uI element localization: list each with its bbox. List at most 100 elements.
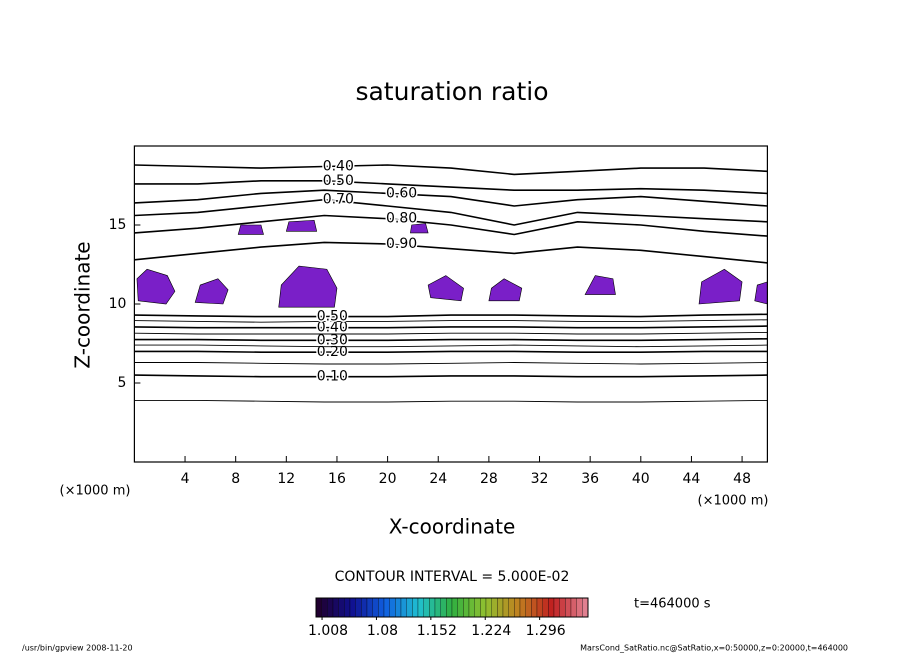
colorbar-cell — [383, 597, 390, 618]
colorbar-cell — [446, 597, 453, 618]
contour-label: 0.70 — [323, 192, 354, 208]
colorbar-cell — [525, 597, 532, 618]
colorbar-cell — [372, 597, 379, 618]
x-tick-label: 44 — [683, 471, 701, 487]
colorbar-cell — [315, 597, 322, 618]
time-label: t=464000 s — [634, 597, 711, 612]
shaded-region — [427, 275, 464, 302]
y-tick-label: 15 — [109, 217, 127, 233]
colorbar-cell — [548, 597, 555, 618]
shaded-region — [488, 278, 523, 302]
colorbar-cell — [389, 597, 396, 618]
colorbar-cell — [457, 597, 464, 618]
colorbar-cell — [531, 597, 538, 618]
colorbar-cell — [576, 597, 583, 618]
contour-line — [134, 164, 768, 176]
y-axis-label: Z-coordinate — [71, 241, 95, 368]
contour-line — [134, 198, 768, 226]
contour-line — [134, 350, 768, 353]
shaded-region — [410, 223, 429, 234]
colorbar-tick-label: 1.152 — [417, 623, 457, 639]
contour-label: 0.50 — [323, 173, 354, 189]
x-tick-label: 28 — [480, 471, 498, 487]
colorbar-cell — [502, 597, 509, 618]
shaded-region — [237, 224, 264, 235]
colorbar-cell — [542, 597, 549, 618]
colorbar-cell — [429, 597, 436, 618]
contour-line — [134, 338, 768, 342]
colorbar-cell — [327, 597, 334, 618]
colorbar-cell — [451, 597, 458, 618]
colorbar-tick-label: 1.296 — [526, 623, 566, 639]
colorbar-cell — [366, 597, 373, 618]
colorbar-cell — [468, 597, 475, 618]
contour-line — [134, 241, 768, 264]
colorbar-cell — [321, 597, 328, 618]
colorbar-cell — [423, 597, 430, 618]
colorbar-cell — [378, 597, 385, 618]
contour-line — [134, 344, 768, 348]
x-tick-label: 48 — [733, 471, 751, 487]
colorbar-cell — [491, 597, 498, 618]
contour-line — [134, 325, 768, 329]
shaded-region — [136, 268, 176, 305]
colorbar-cell — [355, 597, 362, 618]
colorbar-cell — [395, 597, 402, 618]
colorbar-cell — [565, 597, 572, 618]
colorbar-tick-label: 1.224 — [471, 623, 511, 639]
x-tick-label: 36 — [581, 471, 599, 487]
x-tick-label: 12 — [277, 471, 295, 487]
colorbar-cell — [463, 597, 470, 618]
colorbar-cell — [406, 597, 413, 618]
contour-label: 0.40 — [323, 159, 354, 175]
contour-line — [134, 180, 768, 195]
shaded-region — [194, 278, 229, 305]
colorbar-cell — [332, 597, 339, 618]
contour-label: 0.10 — [317, 369, 348, 385]
contour-line — [134, 331, 768, 335]
colorbar-cell — [536, 597, 543, 618]
colorbar-cell — [400, 597, 407, 618]
colorbar-cell — [553, 597, 560, 618]
colorbar-cell — [570, 597, 577, 618]
contour-label: 0.30 — [317, 332, 348, 348]
shaded-region — [285, 219, 318, 232]
colorbar-cell — [474, 597, 481, 618]
colorbar-cell — [480, 597, 487, 618]
colorbar-cell — [514, 597, 521, 618]
contour-interval: CONTOUR INTERVAL = 5.000E-02 — [335, 569, 570, 585]
x-unit-right: (×1000 m) — [698, 494, 769, 509]
x-tick-label: 24 — [429, 471, 447, 487]
colorbar-cell — [338, 597, 345, 618]
x-tick-label: 8 — [231, 471, 240, 487]
shaded-region — [584, 275, 616, 295]
colorbar-cell — [361, 597, 368, 618]
colorbar-cell — [434, 597, 441, 618]
colorbar-cell — [440, 597, 447, 618]
x-axis-label: X-coordinate — [389, 515, 516, 539]
contour-line — [134, 399, 768, 403]
contour-label: 0.40 — [317, 320, 348, 336]
colorbar-frame — [315, 597, 589, 618]
colorbar-cell — [349, 597, 356, 618]
colorbar-cell — [344, 597, 351, 618]
contour-label: 0.20 — [317, 344, 348, 360]
x-tick-label: 40 — [632, 471, 650, 487]
shaded-region — [698, 268, 743, 305]
x-tick-label: 4 — [181, 471, 190, 487]
x-tick-label: 16 — [328, 471, 346, 487]
shaded-region — [278, 265, 338, 308]
colorbar-tick-label: 1.08 — [367, 623, 398, 639]
contour-line — [134, 362, 768, 365]
contour-line — [134, 319, 768, 323]
contour-line — [134, 374, 768, 378]
colorbar-cell — [417, 597, 424, 618]
contour-label: 0.90 — [386, 236, 417, 252]
contour-label: 0.80 — [386, 211, 417, 227]
contour-label: 0.50 — [317, 309, 348, 325]
colorbar-cell — [582, 597, 589, 618]
colorbar-tick-label: 1.008 — [308, 623, 348, 639]
footer-left: /usr/bin/gpview 2008-11-20 — [22, 644, 133, 653]
colorbar-cell — [412, 597, 419, 618]
